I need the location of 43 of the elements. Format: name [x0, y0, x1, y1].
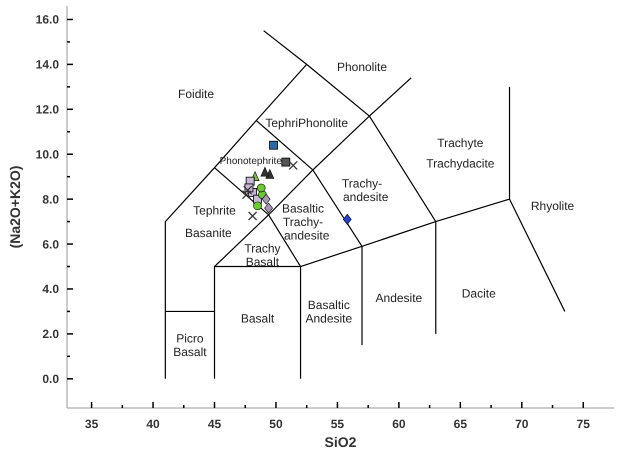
- y-tick-label: 12.0: [36, 102, 60, 117]
- annotation: Trachy: [244, 242, 281, 256]
- annotation: Basalt: [173, 345, 208, 360]
- annotation: Andesite: [376, 291, 423, 306]
- annotation: Trachy-: [282, 214, 324, 229]
- x-axis-title: SiO2: [324, 434, 357, 450]
- y-tick-label: 0.0: [42, 372, 60, 386]
- y-tick-label: 8.0: [42, 192, 60, 206]
- x-tick-label: 45: [208, 417, 222, 431]
- y-tick-label: 10.0: [36, 147, 60, 162]
- x-tick-label: 65: [454, 417, 468, 431]
- annotation: Basalt: [246, 255, 280, 270]
- annotation: TephriPhonolite: [265, 116, 348, 130]
- annotation: Andesite: [305, 311, 352, 326]
- annotation: Basanite: [185, 226, 232, 240]
- annotation: Rhyolite: [530, 199, 575, 214]
- annotation: Basalt: [240, 311, 275, 326]
- annotation: Picro: [176, 332, 204, 346]
- x-tick-label: 50: [269, 417, 283, 431]
- annotation: Trachy-: [342, 176, 382, 191]
- annotation: Trachyte: [437, 136, 484, 150]
- x-tick-label: 40: [146, 417, 160, 431]
- x-tick-label: 75: [576, 417, 590, 431]
- y-tick-label: 4.0: [42, 282, 60, 296]
- annotation: Basaltic: [308, 298, 350, 312]
- y-tick-label: 16.0: [36, 12, 60, 27]
- annotation: Foidite: [178, 86, 214, 101]
- y-tick-label: 6.0: [42, 237, 60, 252]
- annotation: Tephrite: [193, 204, 236, 218]
- y-tick-label: 2.0: [42, 327, 60, 342]
- y-tick-label: 14.0: [36, 58, 60, 72]
- x-tick-label: 70: [515, 417, 529, 431]
- x-tick-label: 60: [392, 417, 406, 431]
- annotation: Trachydacite: [426, 156, 495, 170]
- annotation: Basaltic: [282, 201, 324, 216]
- annotation: Dacite: [462, 286, 496, 301]
- x-tick-label: 35: [84, 417, 99, 431]
- annotation: Phonolite: [336, 60, 388, 74]
- annotation: andesite: [343, 190, 389, 204]
- annotation: andesite: [284, 228, 330, 242]
- annotation: Phonotephrite: [220, 156, 282, 168]
- y-axis-title: (Na2O+K2O): [7, 166, 23, 248]
- x-tick-label: 55: [330, 417, 344, 431]
